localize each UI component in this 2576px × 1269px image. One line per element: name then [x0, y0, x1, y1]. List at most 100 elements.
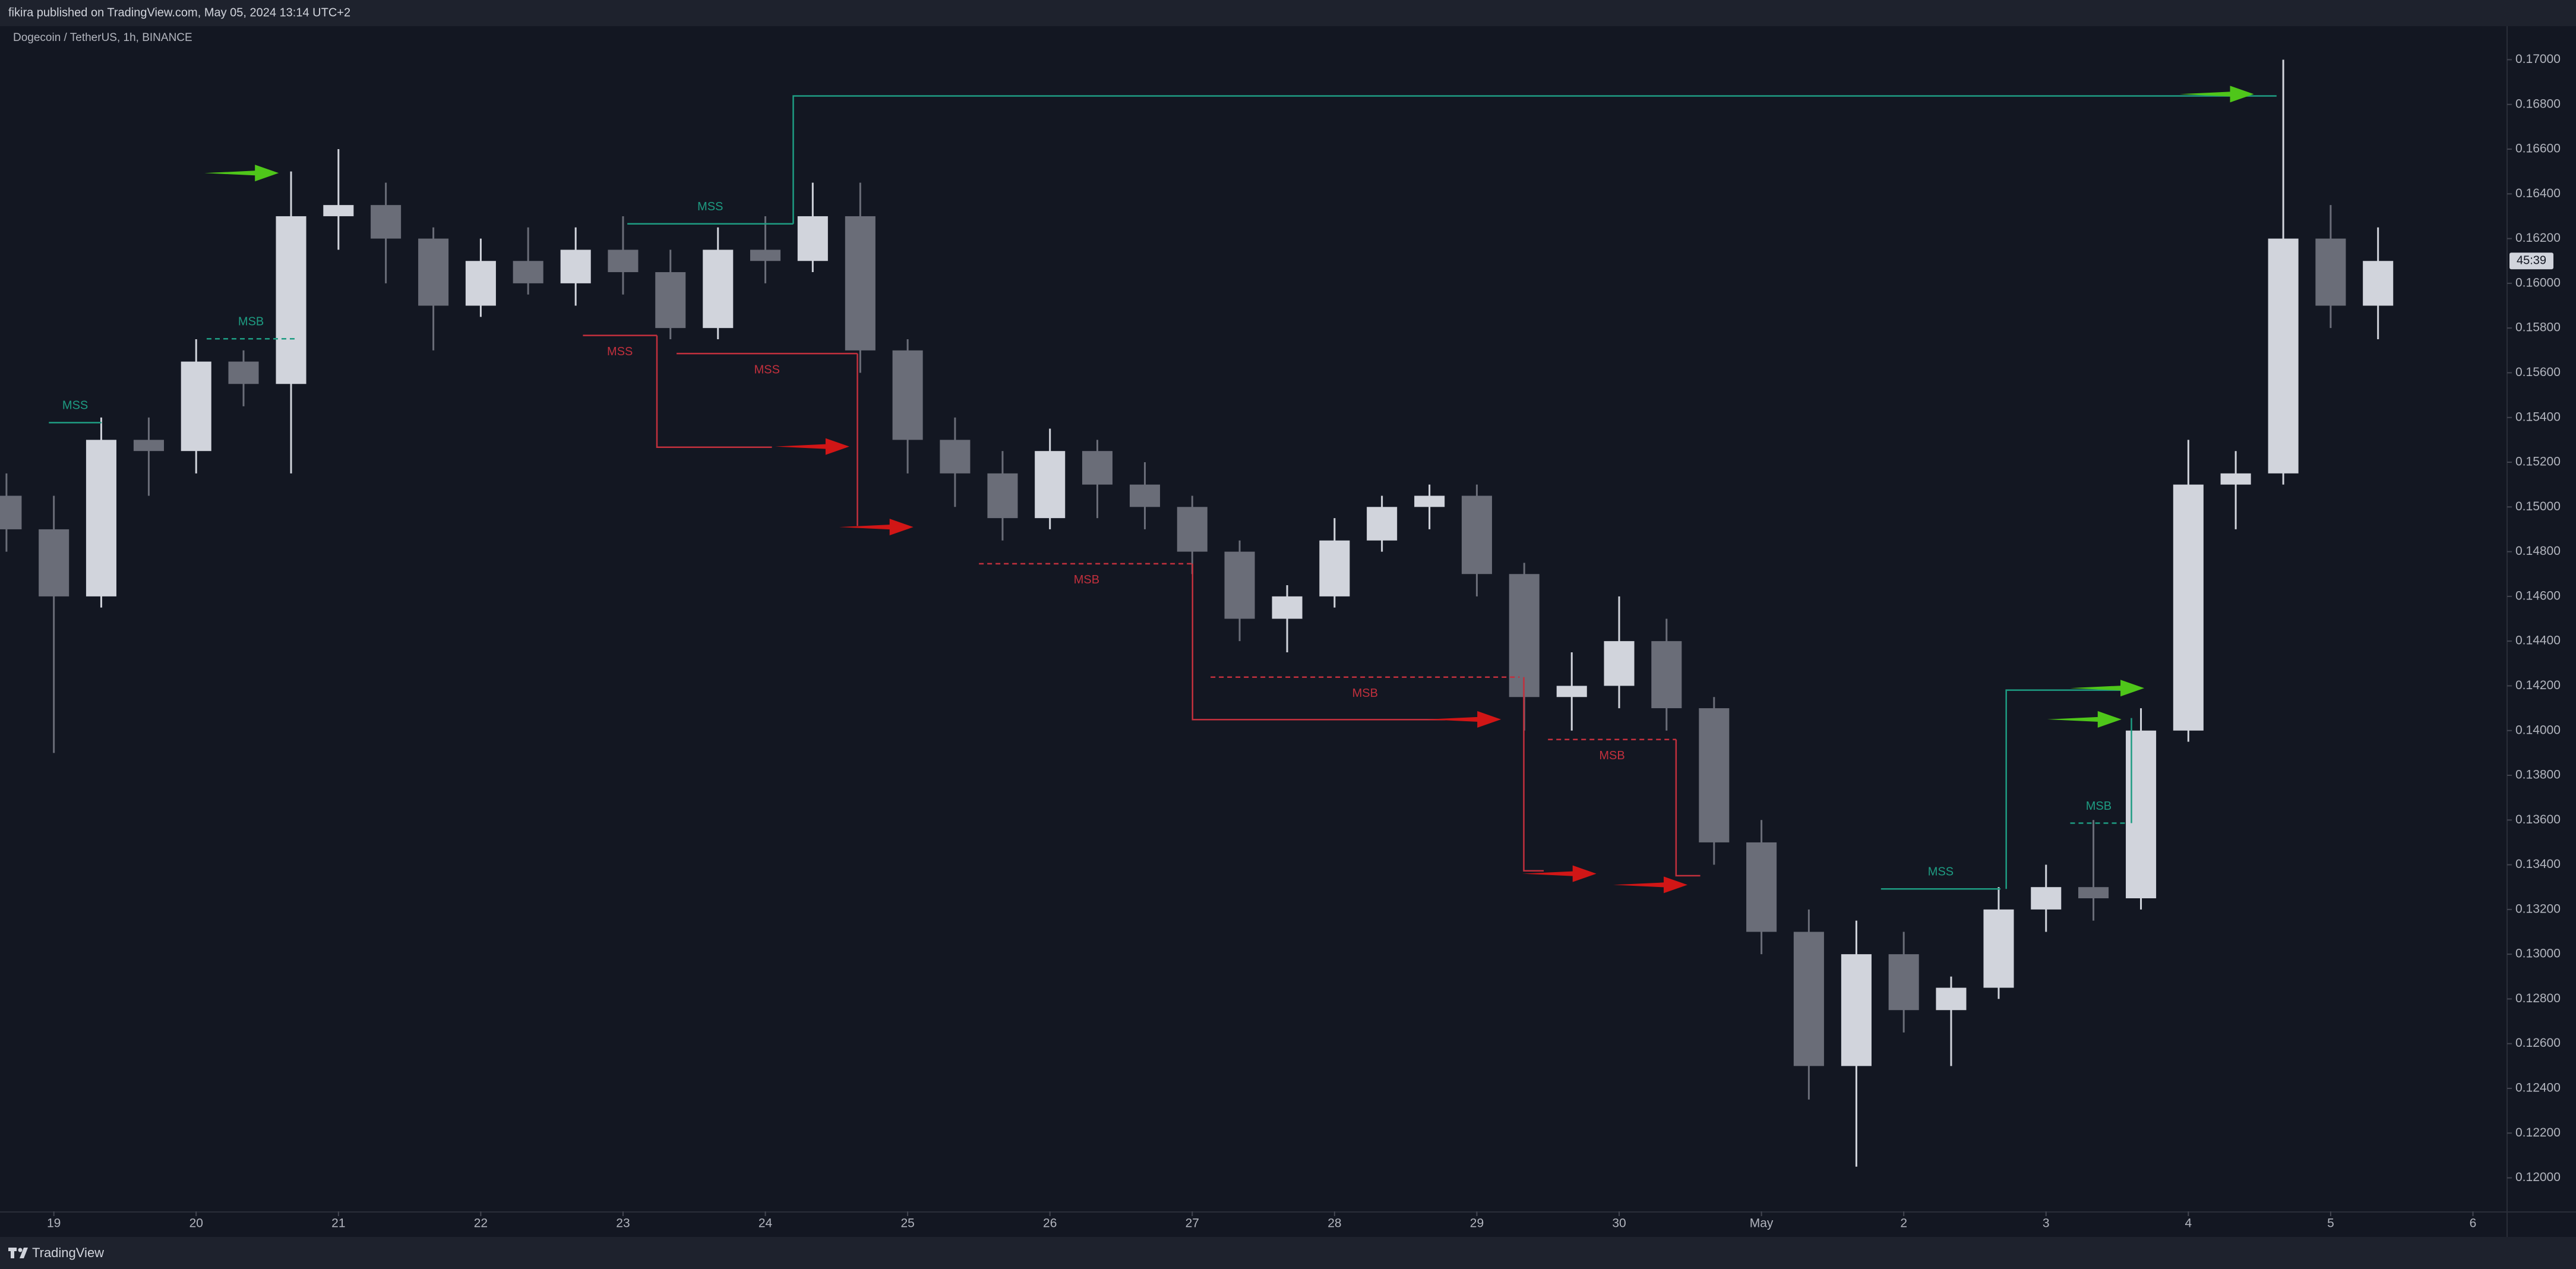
candle-body — [276, 216, 306, 384]
y-tick-label: 0.12000 — [2515, 1170, 2561, 1184]
x-tick-label: 5 — [2327, 1217, 2334, 1230]
y-tick-label: 0.12600 — [2515, 1036, 2561, 1050]
candle-body — [1177, 507, 1208, 552]
y-tick-label: 0.13600 — [2515, 813, 2561, 826]
candle-body — [940, 440, 971, 473]
x-tick-label: 20 — [189, 1217, 203, 1230]
level-label: MSS — [607, 345, 633, 358]
candle-body — [1888, 954, 1919, 1011]
y-tick-label: 0.17000 — [2515, 52, 2561, 66]
candle-body — [2315, 238, 2346, 306]
candle-body — [181, 361, 211, 452]
y-tick-label: 0.15600 — [2515, 365, 2561, 379]
structure-level — [1523, 677, 1544, 872]
y-tick-label: 0.16400 — [2515, 187, 2561, 200]
x-tick-label: 6 — [2470, 1217, 2477, 1230]
y-tick-label: 0.14000 — [2515, 723, 2561, 737]
candle-body — [1367, 507, 1398, 541]
x-tick-label: 3 — [2043, 1217, 2050, 1230]
level-label: MSB — [238, 315, 264, 329]
symbol-title: Dogecoin / TetherUS, 1h, BINANCE — [13, 31, 192, 44]
x-tick-label: 28 — [1327, 1217, 1341, 1230]
y-tick-label: 0.12200 — [2515, 1126, 2561, 1139]
candle-body — [86, 440, 116, 596]
candle-body — [371, 205, 402, 239]
candle-body — [1841, 954, 1872, 1066]
candle-body — [1793, 932, 1824, 1066]
x-tick-label: 4 — [2185, 1217, 2192, 1230]
x-tick-label: 21 — [331, 1217, 345, 1230]
y-tick-label: 0.15400 — [2515, 410, 2561, 424]
candle-body — [1129, 484, 1161, 507]
x-tick-label: 25 — [900, 1217, 914, 1230]
x-tick-label: 2 — [1900, 1217, 1907, 1230]
y-tick-label: 0.12800 — [2515, 992, 2561, 1005]
arrow — [2047, 711, 2122, 728]
arrow — [1522, 865, 1597, 882]
structure-level — [1191, 563, 1446, 721]
y-tick-label: 0.13000 — [2515, 947, 2561, 961]
y-tick-label: 0.14800 — [2515, 544, 2561, 558]
candle-body — [323, 205, 354, 216]
x-tick-label: May — [1750, 1217, 1774, 1230]
y-tick-label: 0.12400 — [2515, 1081, 2561, 1095]
brand-logo — [8, 1248, 28, 1258]
level-label: MSS — [1928, 865, 1954, 878]
candle-body — [2078, 887, 2109, 899]
candle-body — [2363, 261, 2394, 306]
y-tick-label: 0.16200 — [2515, 231, 2561, 245]
candle-body — [2220, 473, 2251, 485]
candle-body — [1035, 451, 1066, 519]
arrow — [1613, 876, 1688, 894]
level-label: MSB — [1599, 749, 1624, 762]
candle-body — [1082, 451, 1113, 485]
y-tick-label: 0.15200 — [2515, 455, 2561, 469]
candle-body — [797, 216, 828, 261]
candle-body — [1414, 495, 1445, 507]
arrow — [1427, 711, 1502, 728]
level-label: MSB — [1074, 573, 1099, 586]
arrow — [2179, 86, 2254, 103]
candle-body — [1461, 495, 1492, 574]
candle-body — [1699, 708, 1730, 842]
y-tick-label: 0.13200 — [2515, 902, 2561, 916]
y-tick-label: 0.16600 — [2515, 142, 2561, 156]
candle-body — [1746, 842, 1777, 932]
candle-body — [0, 495, 22, 529]
x-tick-label: 30 — [1612, 1217, 1626, 1230]
header-text: fikira published on TradingView.com, May… — [8, 6, 350, 19]
candle-body — [703, 250, 734, 329]
candle-body — [133, 440, 164, 452]
x-tick-label: 24 — [758, 1217, 773, 1230]
candle-body — [39, 529, 69, 596]
y-tick-label: 0.16000 — [2515, 276, 2561, 289]
arrow — [775, 438, 849, 455]
structure-level — [1675, 739, 1701, 877]
y-tick-label: 0.16800 — [2515, 97, 2561, 111]
countdown-label: 45:39 — [2517, 254, 2546, 267]
candle-body — [1272, 596, 1303, 619]
structure-level — [792, 95, 2277, 224]
candle-body — [228, 361, 259, 384]
structure-level — [2005, 689, 2136, 889]
y-tick-label: 0.15000 — [2515, 500, 2561, 513]
x-tick-label: 23 — [616, 1217, 630, 1230]
x-tick-label: 27 — [1186, 1217, 1199, 1230]
arrow — [2070, 680, 2145, 697]
x-tick-label: 22 — [474, 1217, 488, 1230]
x-tick-label: 19 — [47, 1217, 61, 1230]
arrow — [204, 165, 279, 182]
brand-name: TradingView — [32, 1245, 104, 1260]
candle-body — [1556, 686, 1587, 697]
y-tick-label: 0.15800 — [2515, 321, 2561, 334]
candle-body — [1651, 641, 1682, 709]
candle-body — [2126, 730, 2157, 899]
level-label: MSB — [2086, 800, 2112, 813]
x-tick-label: 29 — [1470, 1217, 1484, 1230]
candle-body — [1983, 909, 2014, 988]
y-tick-label: 0.13400 — [2515, 857, 2561, 871]
countdown-box — [2509, 252, 2553, 270]
candle-body — [987, 473, 1018, 519]
